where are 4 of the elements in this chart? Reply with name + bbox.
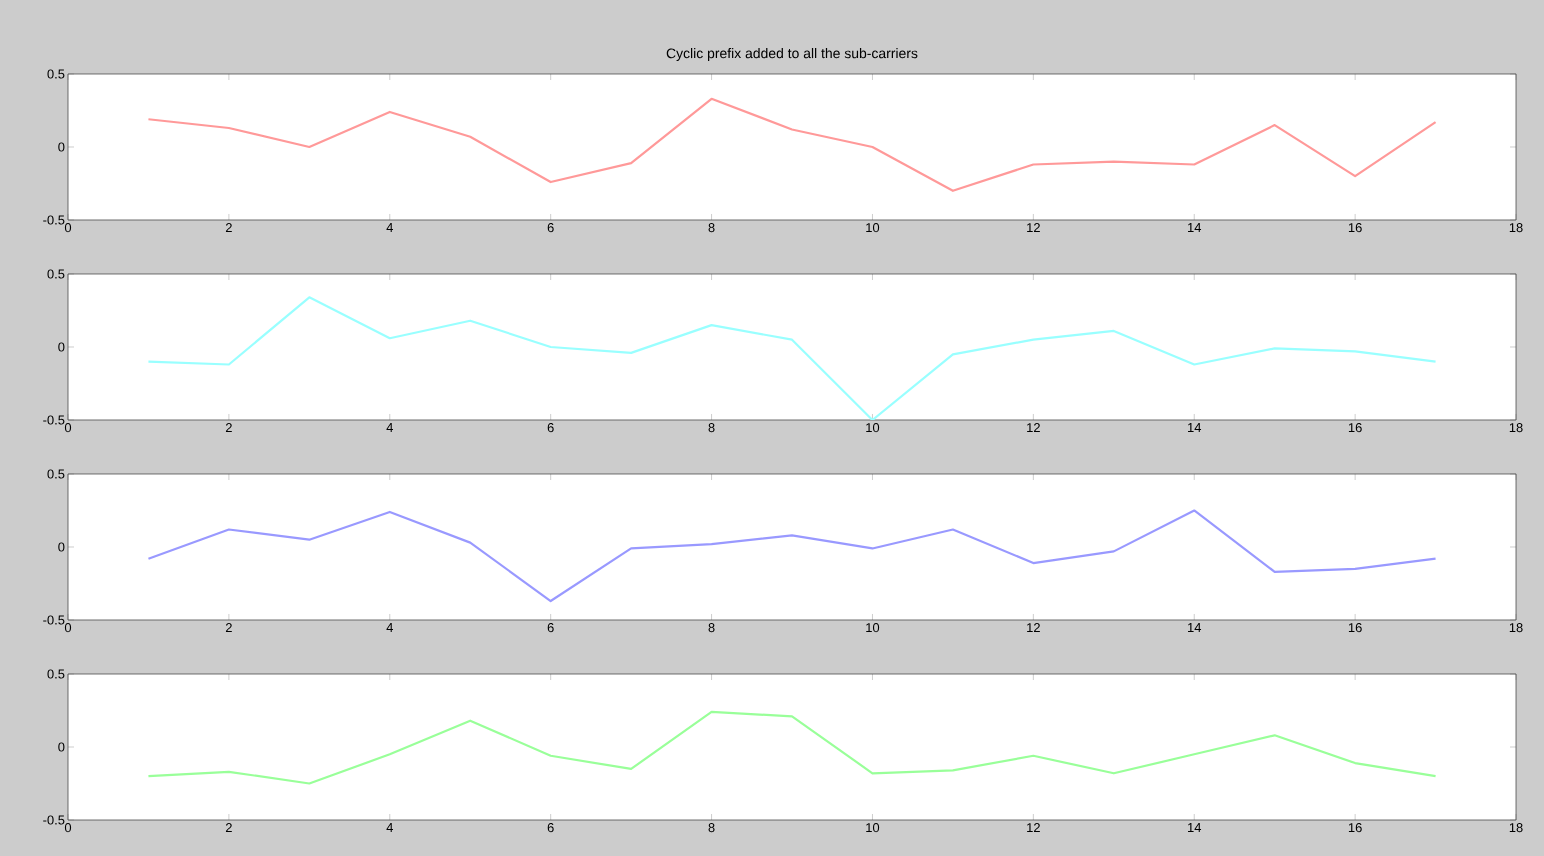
line-series: [147, 710, 1437, 785]
line-series: [147, 509, 1437, 603]
line-series: [147, 97, 1437, 192]
line-series: [147, 296, 1437, 420]
